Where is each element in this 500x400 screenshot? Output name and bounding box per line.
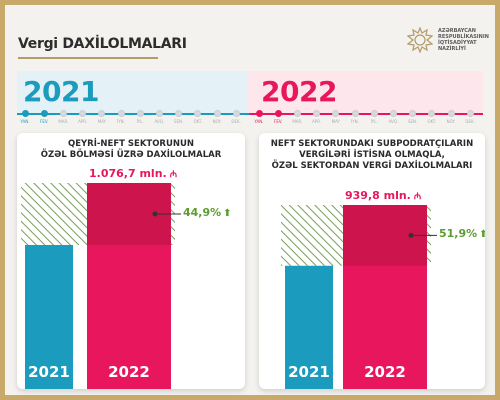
timeline-month-dot <box>213 110 221 117</box>
page-title: Vergi DAXİLOLMALARI <box>18 36 187 52</box>
timeline-month-dot <box>21 110 29 117</box>
timeline-month-dot <box>255 110 263 117</box>
logo-line: RESPUBLİKASININ <box>438 34 489 40</box>
timeline-month-dot <box>447 110 455 117</box>
timeline-month-label: İYL. <box>136 119 144 124</box>
chart-title-line: ÖZƏL BÖLMƏSİ ÜZRƏ DAXİLOLMALAR <box>40 150 222 160</box>
year-band-2022 <box>247 71 483 113</box>
up-arrow-icon: ⬆ <box>223 207 232 219</box>
timeline-month-dot <box>313 110 321 117</box>
timeline-month-dot <box>293 110 301 117</box>
chart-title-line: QEYRİ-NEFT SEKTORUNUN <box>67 139 195 149</box>
timeline-month-dot <box>466 110 474 117</box>
bar-value-text: 939,8 mln. <box>345 189 411 202</box>
timeline-month-dot <box>370 110 378 117</box>
timeline-month-label: OKT. <box>193 119 203 124</box>
timeline-month-label: DEK. <box>231 119 241 124</box>
timeline-month-label: APR. <box>312 119 322 124</box>
timeline-month-label: MAR. <box>292 119 303 124</box>
growth-percent-label: 44,9% ⬆ <box>183 206 232 219</box>
timeline-month-dot <box>351 110 359 117</box>
timeline-month-label: APR. <box>78 119 88 124</box>
logo-line: NAZİRLİYİ <box>438 46 466 52</box>
logo-text: AZƏRBAYCAN RESPUBLİKASININ İQTİSADİYYAT … <box>438 28 489 52</box>
timeline-month-label: İYN. <box>117 119 125 124</box>
growth-percent-text: 44,9% <box>183 205 222 219</box>
title-underline <box>18 57 158 59</box>
timeline-month-label: SEN. <box>173 119 184 124</box>
ministry-logo: AZƏRBAYCAN RESPUBLİKASININ İQTİSADİYYAT … <box>407 27 489 53</box>
growth-percent-label: 51,9% ⬆ <box>439 227 485 240</box>
timeline-month-label: AVQ. <box>388 119 399 124</box>
bar-category-label: 2022 <box>364 363 406 381</box>
timeline-month-dot <box>59 110 67 117</box>
timeline-month-dot <box>389 110 397 117</box>
logo-line: İQTİSADİYYAT <box>438 40 477 46</box>
timeline-month-label: İYL. <box>370 119 378 124</box>
chart-title-line: NEFT SEKTORUNDAKI SUBPODRATÇILARIN <box>270 139 474 149</box>
manat-icon: ₼ <box>169 170 177 180</box>
timeline-month-label: YAN. <box>254 119 264 124</box>
year-label-2021: 2021 <box>23 75 99 108</box>
timeline-month-dot <box>136 110 144 117</box>
timeline-month-label: MAR. <box>58 119 69 124</box>
timeline-month-dot <box>428 110 436 117</box>
year-band-2021 <box>17 71 247 113</box>
bar-chart <box>21 183 181 389</box>
bar-2021 <box>25 244 73 389</box>
timeline-month-dot <box>40 110 48 117</box>
bar-category-label: 2022 <box>108 363 150 381</box>
timeline-month-dot <box>409 110 417 117</box>
year-label-2022: 2022 <box>261 75 337 108</box>
timeline-line-2021 <box>17 113 249 115</box>
bar-value-label: 939,8 mln. ₼ <box>345 189 421 202</box>
timeline-month-dot <box>117 110 125 117</box>
timeline-month-dot <box>274 110 282 117</box>
bar-category-label: 2021 <box>28 363 70 381</box>
chart-title-line: VERGİLƏRİ İSTİSNA OLMAQLA, <box>299 150 445 160</box>
chart-title: NEFT SEKTORUNDAKI SUBPODRATÇILARIN VERGİ… <box>259 139 485 172</box>
timeline-month-label: OKT. <box>427 119 437 124</box>
timeline-month-dot <box>194 110 202 117</box>
timeline: 2021 2022 YAN. FEV. MAR. APR. MAY İYN. İYL. AVQ… <box>17 71 483 127</box>
timeline-month-label: AVQ. <box>154 119 165 124</box>
timeline-month-dot <box>155 110 163 117</box>
timeline-month-dot <box>98 110 106 117</box>
timeline-month-label: YAN. <box>20 119 30 124</box>
timeline-month-label: FEV. <box>40 119 49 124</box>
timeline-month-dot <box>175 110 183 117</box>
chart-card-non-oil: QEYRİ-NEFT SEKTORUNUN ÖZƏL BÖLMƏSİ ÜZRƏ … <box>17 133 245 389</box>
chart-title-line: ÖZƏL SEKTORDAN VERGİ DAXİLOLMALARI <box>271 161 473 171</box>
timeline-month-label: MAY <box>97 119 106 124</box>
timeline-month-label: MAY <box>331 119 340 124</box>
timeline-month-label: DEK. <box>465 119 475 124</box>
timeline-month-label: NOY. <box>446 119 456 124</box>
bar-2021 <box>285 265 333 389</box>
growth-pointer-dot <box>408 232 414 238</box>
up-arrow-icon: ⬆ <box>479 229 485 241</box>
logo-line: AZƏRBAYCAN <box>438 28 476 34</box>
timeline-month-label: NOY. <box>212 119 222 124</box>
timeline-month-dot <box>332 110 340 117</box>
chart-title: QEYRİ-NEFT SEKTORUNUN ÖZƏL BÖLMƏSİ ÜZRƏ … <box>17 139 245 161</box>
manat-icon: ₼ <box>413 192 422 202</box>
growth-percent-text: 51,9% <box>439 227 478 241</box>
bar-chart <box>281 205 437 389</box>
bar-value-text: 1.076,7 mln. <box>89 167 167 180</box>
timeline-month-label: İYN. <box>351 119 359 124</box>
emblem-icon <box>407 27 433 53</box>
timeline-month-dot <box>79 110 87 117</box>
bar-category-label: 2021 <box>288 363 330 381</box>
timeline-line-2022 <box>249 113 483 115</box>
chart-card-private-sector: NEFT SEKTORUNDAKI SUBPODRATÇILARIN VERGİ… <box>259 133 485 389</box>
infographic-frame: Vergi DAXİLOLMALARI AZƏRBAYCAN RESPUBLİK… <box>5 5 495 395</box>
growth-pointer-dot <box>152 211 158 217</box>
timeline-month-label: SEN. <box>407 119 418 124</box>
bar-value-label: 1.076,7 mln. ₼ <box>89 167 177 180</box>
timeline-month-dot <box>232 110 240 117</box>
timeline-month-label: FEV. <box>274 119 283 124</box>
